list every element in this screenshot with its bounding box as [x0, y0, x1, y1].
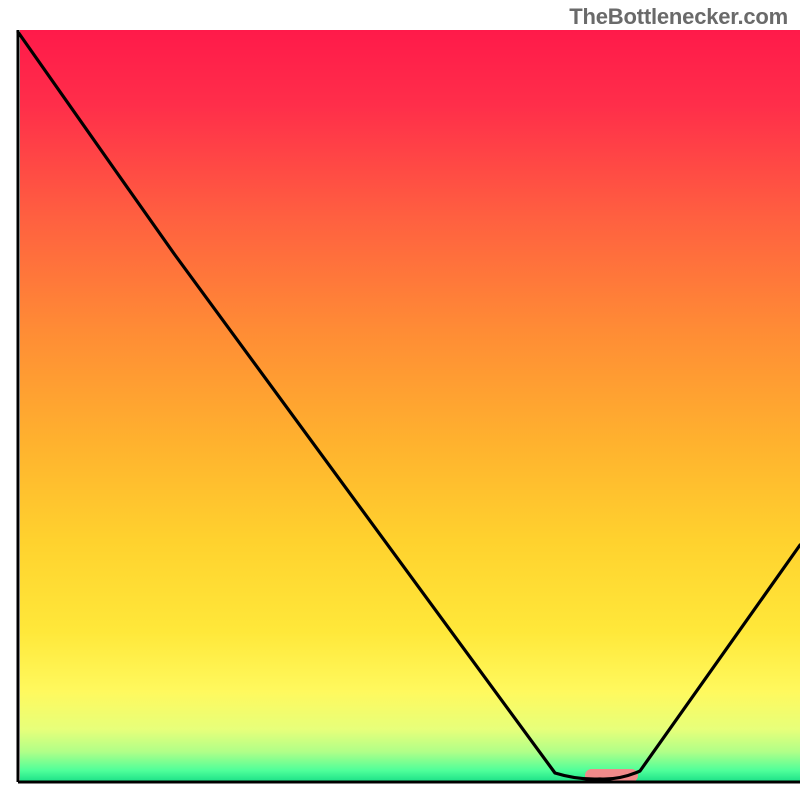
- bottleneck-chart: TheBottlenecker.com: [0, 0, 800, 800]
- watermark-text: TheBottlenecker.com: [569, 4, 788, 30]
- chart-svg: [0, 0, 800, 800]
- gradient-background: [20, 30, 800, 782]
